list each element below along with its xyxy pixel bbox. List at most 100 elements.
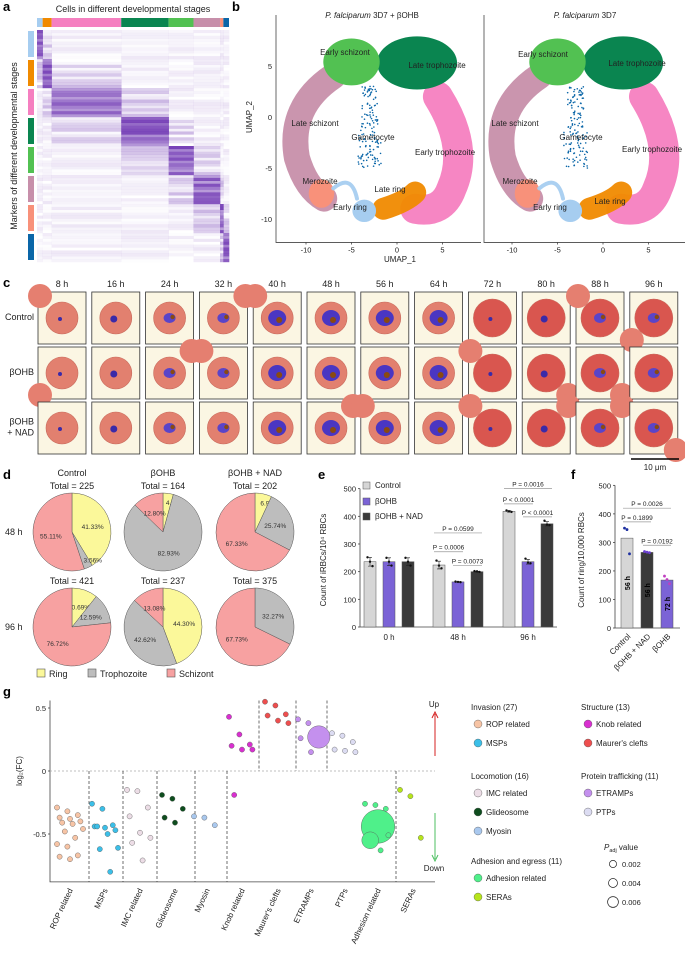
heatmap-cell [168,137,194,141]
heatmap-cell [169,256,194,259]
gametocyte-point [567,98,569,101]
axes [49,700,435,883]
gametocyte-point [577,139,580,142]
heatmap-cell [169,111,194,114]
replicate-dot [645,550,649,554]
gametocyte-point [577,124,579,127]
gametocyte-point [572,96,574,99]
heatmap-cell [121,32,169,36]
heatmap-cell [223,244,230,248]
umap-cluster [376,36,458,90]
micrograph-cell [252,346,302,400]
micrograph-cell [28,346,87,407]
heatmap-cell [37,160,43,164]
data-point [228,743,235,749]
gametocyte-point [366,103,369,105]
time-label: 72 h [484,279,502,289]
heatmap-cell [43,158,52,161]
heatmap-cell [220,160,224,164]
heatmap-cell [37,96,43,100]
umap-title-strain: 3D7 + βOHB [371,11,419,20]
gametocyte-point [376,141,379,144]
umap-cluster [400,81,474,225]
heatmap-cell [37,79,43,83]
data-point [62,828,68,835]
category-label: SERAs [399,887,418,914]
pie-slice-schizont [32,587,112,667]
pie-slice-trophozoite [254,496,295,551]
heatmap-cell [51,35,122,39]
replicate-dot [404,556,407,560]
gametocyte-point [572,132,574,135]
rbc [473,298,512,338]
umap-title-species: P. falciparum [325,11,371,20]
heatmap-cell [42,186,52,190]
umap-title: P. falciparum 3D7 [554,11,617,20]
heatmap-cell [223,213,229,216]
heatmap-cell [193,76,221,80]
heatmap-cell [51,235,122,239]
gametocyte-point [570,117,572,119]
heatmap-cell [220,114,224,118]
data-point [59,819,66,826]
heatmap-cell [42,59,52,63]
gametocyte-point [368,88,371,90]
replicate-dot [456,580,460,584]
heatmap-cell [42,128,52,132]
heatmap-cell [223,146,229,149]
heatmap-cell [223,50,230,54]
heatmap-cell [51,41,122,45]
data-point [172,819,178,826]
y-tick-label: 0 [268,113,272,122]
heatmap-cell [52,221,122,224]
heatmap-cell [37,128,43,132]
heatmap-cell [169,230,194,233]
heatmap-cell [223,195,229,198]
replicate-dot [454,580,457,583]
heatmap-cell [220,99,224,103]
heatmap-cell [168,38,194,42]
row-label: βOHB [9,367,34,377]
gametocyte-point [373,104,376,107]
legend-swatch [36,668,46,678]
heatmap-cell [37,56,43,60]
x-tick-label: -5 [348,245,355,254]
gametocyte-point [573,152,576,154]
gametocyte-point [576,118,579,121]
cluster-label: Early trophozoite [622,145,683,154]
heatmap-cell [168,140,194,144]
heatmap-cell [51,67,122,71]
gametocyte-point [569,99,572,102]
gametocyte-point [575,132,578,134]
heatmap-cell [169,134,194,137]
gametocyte-point [568,143,571,145]
gametocyte-point [586,132,588,134]
heatmap-cell [42,154,52,158]
data-point [77,818,84,825]
heatmap-cell [220,117,224,120]
stage-bar-top [223,18,229,27]
heatmap-cell [51,128,122,132]
parasite-ring [540,370,548,378]
heatmap-cell [168,128,194,132]
hemozoin [330,317,336,323]
gametocyte-point [368,137,371,140]
gametocyte-point [577,105,580,108]
gametocyte-point [569,127,572,130]
gametocyte-point [566,103,569,106]
heatmap-cell [51,227,122,231]
micrograph-cell [521,394,581,455]
data-point [372,802,379,808]
heatmap-cell [51,85,122,89]
parasite-ring [110,315,118,323]
heatmap-cell [42,35,52,39]
heatmap-cell [220,47,224,51]
gametocyte-point [567,165,570,168]
gametocyte-point [568,158,570,161]
gametocyte-point [573,90,575,93]
heatmap-cell [121,151,169,155]
data-point [112,827,119,834]
heatmap-cell [223,151,230,155]
micrograph-cell [521,346,581,407]
gametocyte-point [360,162,363,165]
